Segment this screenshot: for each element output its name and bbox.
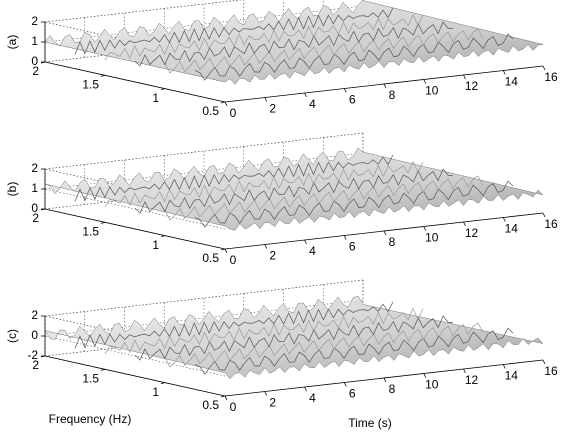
y-tick [161, 383, 165, 384]
x-tick-label: 2 [269, 102, 276, 116]
y-tick [221, 102, 225, 103]
x-tick-label: 16 [544, 217, 558, 231]
x-tick-label: 10 [425, 231, 439, 245]
y-tick-label: 1 [152, 91, 159, 105]
y-tick-label: 1 [152, 385, 159, 399]
z-tick-label: 0 [31, 54, 38, 68]
y-tick [221, 249, 225, 250]
x-tick [344, 383, 346, 387]
x-tick-label: 4 [309, 97, 316, 111]
x-tick-label: 6 [349, 387, 356, 401]
x-tick-label: 10 [425, 84, 439, 98]
x-tick [305, 93, 307, 97]
x-tick-label: 8 [389, 88, 396, 102]
y-tick-label: 1.5 [82, 372, 99, 386]
x-tick [305, 240, 307, 244]
x-tick-label: 0 [230, 106, 237, 120]
y-tick-label: 0.5 [202, 104, 219, 118]
y-tick-label: 1.5 [82, 225, 99, 239]
z-tick-label: 2 [31, 161, 38, 175]
x-tick-label: 0 [230, 253, 237, 267]
x-tick-label: 14 [505, 75, 519, 89]
x-tick [225, 396, 227, 400]
panel-label: (c) [5, 329, 19, 343]
x-tick-label: 2 [269, 396, 276, 410]
surface [45, 1, 543, 85]
panel-label: (b) [5, 182, 19, 197]
x-tick-label: 12 [465, 373, 479, 387]
x-tick-label: 0 [230, 400, 237, 414]
x-tick [265, 392, 267, 396]
x-tick-label: 2 [269, 249, 276, 263]
z-tick-label: -2 [27, 348, 38, 362]
x-tick [384, 231, 386, 235]
z-tick-label: 2 [31, 14, 38, 28]
x-tick [225, 102, 227, 106]
y-tick-label: 0.5 [202, 398, 219, 412]
x-tick-label: 6 [349, 93, 356, 107]
x-tick-label: 4 [309, 244, 316, 258]
x-tick-label: 8 [389, 382, 396, 396]
surface [45, 148, 543, 230]
y-tick [101, 222, 105, 223]
z-tick-label: 0 [31, 201, 38, 215]
y-tick [161, 236, 165, 237]
x-tick-label: 12 [465, 226, 479, 240]
panel: 02468101214160.511.52012(a) [5, 0, 558, 120]
x-tick [384, 84, 386, 88]
x-tick [265, 245, 267, 249]
x-tick-label: 8 [389, 235, 396, 249]
x-tick-label: 14 [505, 222, 519, 236]
y-tick [161, 89, 165, 90]
z-tick-label: 0 [31, 328, 38, 342]
z-tick-label: 2 [31, 308, 38, 322]
y-tick [221, 396, 225, 397]
y-tick-label: 0.5 [202, 251, 219, 265]
x-tick [305, 387, 307, 391]
z-tick-label: 1 [31, 34, 38, 48]
x-tick-label: 6 [349, 240, 356, 254]
z-tick-label: 1 [31, 181, 38, 195]
y-tick [101, 369, 105, 370]
y-tick-label: 1.5 [82, 78, 99, 92]
x-tick-label: 12 [465, 79, 479, 93]
x-tick-label: 14 [505, 369, 519, 383]
x-tick-label: 16 [544, 70, 558, 84]
x-tick [344, 89, 346, 93]
x-tick-label: 4 [309, 391, 316, 405]
y-tick-label: 1 [152, 238, 159, 252]
x-tick [344, 236, 346, 240]
panel-label: (a) [5, 35, 19, 50]
x-tick [265, 98, 267, 102]
y-tick [101, 75, 105, 76]
y-axis-label: Frequency (Hz) [49, 412, 132, 426]
x-tick [384, 378, 386, 382]
surface [45, 296, 543, 379]
x-tick-label: 10 [425, 378, 439, 392]
x-tick-label: 16 [544, 364, 558, 378]
x-tick [225, 249, 227, 253]
x-axis-label: Time (s) [348, 416, 392, 430]
figure: 02468101214160.511.52012(a)0246810121416… [0, 0, 579, 432]
